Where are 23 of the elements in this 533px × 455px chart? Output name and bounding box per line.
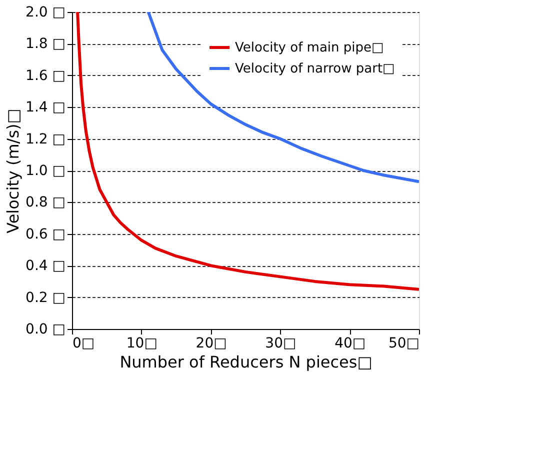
y-tick-label: 1.8 □ bbox=[26, 36, 66, 52]
line-series bbox=[146, 12, 419, 184]
y-tick-label: 2.0 □ bbox=[26, 4, 66, 20]
x-tick-label: 40□ bbox=[334, 336, 366, 352]
y-tick-label: 0.4 □ bbox=[26, 258, 66, 274]
y-tick-label: 1.6 □ bbox=[26, 68, 66, 84]
legend-label: Velocity of main pipe□ bbox=[235, 40, 384, 56]
legend-label: Velocity of narrow part□ bbox=[235, 62, 395, 76]
y-tick-label: 0.6 □ bbox=[26, 226, 66, 242]
y-tick-label: 0.2 □ bbox=[26, 290, 66, 306]
y-axis-title: Velocity (m/s)□ bbox=[4, 108, 23, 234]
y-tick-label: 0.8 □ bbox=[26, 194, 66, 211]
x-tick-label: 0□ bbox=[72, 336, 95, 352]
x-axis-title: Number of Reducers N pieces□ bbox=[120, 352, 372, 372]
line-series bbox=[76, 12, 419, 291]
x-tick-label: 20□ bbox=[196, 336, 227, 352]
y-tick-label: 0.0 □ bbox=[26, 322, 66, 338]
y-tick-label: 1.2 □ bbox=[26, 131, 66, 148]
y-tick-label: 1.4 □ bbox=[26, 100, 66, 116]
x-tick-label: 50□ bbox=[388, 336, 420, 352]
x-tick-label: 10□ bbox=[126, 336, 158, 352]
x-tick-label: 30□ bbox=[265, 336, 296, 352]
y-tick-label: 1.0 □ bbox=[26, 163, 66, 179]
